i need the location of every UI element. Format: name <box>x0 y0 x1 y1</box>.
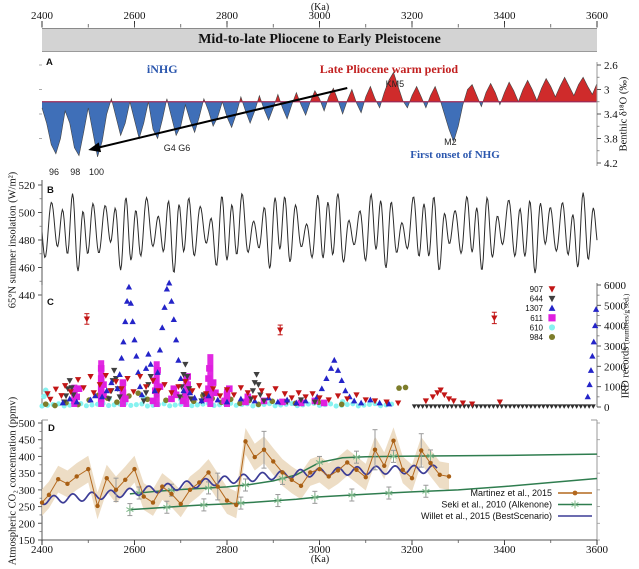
tick-label: 2.6 <box>604 60 618 72</box>
tick-label: 3.4 <box>604 109 618 121</box>
tick-label: 984 <box>530 333 544 342</box>
tick-label: 1307 <box>525 304 543 313</box>
ird-axis-label-units: (numbers/g sed.) <box>621 293 631 345</box>
tick-label: 250 <box>19 502 36 514</box>
cold-area <box>42 101 597 157</box>
tick-label: 1000 <box>604 382 627 394</box>
seki-line-lower <box>129 477 598 511</box>
tick-label: 2800 <box>216 544 239 556</box>
panel-d-letter: D <box>48 423 55 434</box>
ird-series-1307 <box>59 279 600 407</box>
annotation-m2: M2 <box>444 137 457 147</box>
tick-label: 3000 <box>309 544 332 556</box>
panel-c-letter: C <box>47 297 54 308</box>
tick-label: 200 <box>19 518 36 530</box>
tick-label: 907 <box>530 285 544 294</box>
tick-label: 500 <box>19 208 36 220</box>
tick-label: 3000 <box>309 10 332 22</box>
ird-series-907 <box>44 311 504 408</box>
tick-label: 610 <box>530 323 544 332</box>
tick-label: 460 <box>19 263 36 275</box>
top-axis-title: (Ka) <box>310 2 330 13</box>
seki-line-upper <box>129 453 598 495</box>
tick-label: Martinez et al., 2015 <box>470 488 552 498</box>
tick-label: 2600 <box>124 10 147 22</box>
insolation-line <box>41 192 598 274</box>
tick-label: Willet et al., 2015 (BestScenario) <box>421 511 552 521</box>
panel-a-letter: A <box>46 57 53 68</box>
tick-label: 0 <box>604 402 610 414</box>
ird-axis-label-main: IRD records <box>620 344 632 399</box>
tick-label: 3600 <box>586 10 609 22</box>
tick-label: 3200 <box>401 10 424 22</box>
tick-label: 6000 <box>604 280 627 292</box>
willet-line <box>41 464 438 506</box>
tick-label: 480 <box>19 235 36 247</box>
tick-label: 2000 <box>604 361 627 373</box>
tick-label: 2400 <box>31 10 54 22</box>
warm-area <box>42 72 597 102</box>
top-axis: 2400 2600 2800 3000 3200 3400 3600 <box>31 10 609 28</box>
ird-axis-label: IRD records (numbers/g sed.) <box>621 294 632 399</box>
tick-label: 644 <box>530 295 544 304</box>
co2-legend: Martinez et al., 2015 Seki et al., 2010 (… <box>421 488 592 521</box>
panel-d-co2: 150 200 250 300 350 400 450 500 2400 2600 2800 3000… <box>19 418 609 556</box>
tick-label: 4.2 <box>604 158 618 170</box>
tick-label: 520 <box>19 180 36 192</box>
tick-label: 3400 <box>494 10 517 22</box>
tick-label: 3 <box>604 85 610 97</box>
annotation-100: 100 <box>89 167 105 177</box>
tick-label: 4000 <box>604 321 627 333</box>
bottom-axis-title: (Ka) <box>310 554 330 565</box>
tick-label: 611 <box>530 314 543 323</box>
annotation-inhg: iNHG <box>146 62 178 76</box>
annotation-g4-g6: G4 G6 <box>163 143 191 153</box>
tick-label: 440 <box>19 290 36 302</box>
tick-label: 3200 <box>401 544 424 556</box>
tick-label: 500 <box>19 418 36 430</box>
tick-label: 300 <box>19 485 36 497</box>
panel-c-ird: 0 1000 2000 3000 4000 5000 6000 907644130761161… <box>39 279 627 414</box>
benthic-axis-label: Benthic δ¹⁸O (‰) <box>618 76 630 152</box>
tick-label: 3000 <box>604 341 627 353</box>
tick-label: 3400 <box>494 544 517 556</box>
tick-label: 2800 <box>216 10 239 22</box>
panel-b-insolation: 440 460 480 500 520 <box>19 180 598 302</box>
co2-axis-label: Atmospheric CO₂ concentration (ppmv) <box>7 396 19 566</box>
tick-label: Seki et al., 2010 (Alkenone) <box>441 500 552 510</box>
tick-label: 5000 <box>604 300 627 312</box>
tick-label: 450 <box>19 435 36 447</box>
title-banner: Mid-to-late Pliocene to Early Pleistocen… <box>42 28 597 52</box>
annotation-first-onset-of-nhg: First onset of NHG <box>410 149 500 161</box>
tick-label: 150 <box>19 535 36 547</box>
tick-label: 2600 <box>124 544 147 556</box>
panel-a-benthic-d18o: 2.6 3 3.4 3.8 4.2 <box>39 60 618 170</box>
inhg-trend-arrow <box>93 87 348 150</box>
tick-label: 3600 <box>586 544 609 556</box>
tick-label: 350 <box>19 468 36 480</box>
tick-label: 400 <box>19 451 36 463</box>
tick-label: 2400 <box>31 544 54 556</box>
annotation-98: 98 <box>70 167 81 177</box>
tick-label: 3.8 <box>604 134 618 146</box>
annotation-late-pliocene-warm-period: Late Pliocene warm period <box>319 62 459 76</box>
annotation-96: 96 <box>49 167 60 177</box>
panel-b-letter: B <box>47 185 54 196</box>
annotation-km5: KM5 <box>385 79 405 89</box>
insolation-axis-label: 65°N summer insolation (W/m²) <box>7 171 19 309</box>
